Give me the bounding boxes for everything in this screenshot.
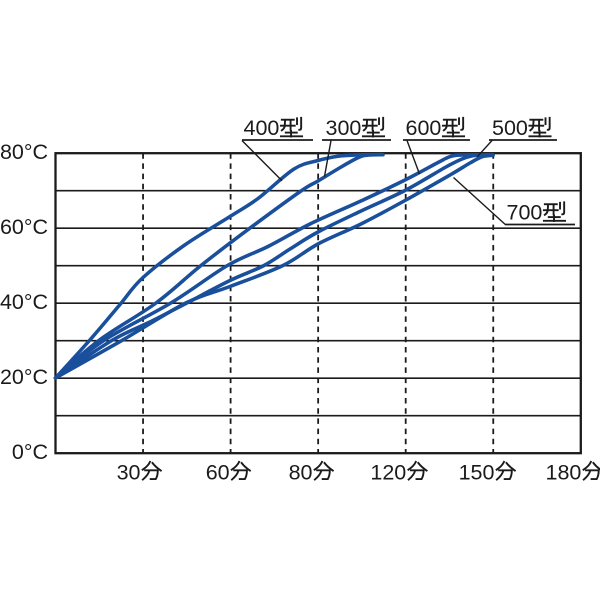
svg-text:300: 300 — [326, 116, 362, 140]
svg-text:60: 60 — [206, 461, 230, 485]
svg-text:700: 700 — [507, 201, 543, 225]
svg-text:40°C: 40°C — [0, 290, 48, 314]
svg-text:180: 180 — [546, 461, 582, 485]
svg-text:20°C: 20°C — [0, 365, 48, 389]
svg-text:150: 150 — [459, 461, 495, 485]
svg-text:0°C: 0°C — [12, 440, 48, 464]
svg-text:30: 30 — [117, 461, 141, 485]
svg-text:80: 80 — [289, 461, 313, 485]
svg-text:80°C: 80°C — [0, 140, 48, 164]
svg-text:400: 400 — [244, 116, 280, 140]
svg-text:600: 600 — [406, 116, 442, 140]
svg-text:60°C: 60°C — [0, 215, 48, 239]
svg-text:500: 500 — [492, 116, 528, 140]
svg-text:120: 120 — [370, 461, 406, 485]
